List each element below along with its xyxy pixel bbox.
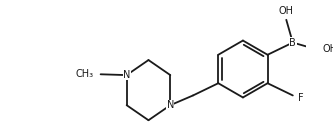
- Text: B: B: [289, 38, 296, 48]
- Text: OH: OH: [322, 44, 333, 54]
- Text: F: F: [298, 93, 303, 103]
- Text: N: N: [166, 100, 174, 110]
- Text: CH₃: CH₃: [76, 69, 94, 79]
- Text: OH: OH: [279, 6, 294, 16]
- Text: N: N: [123, 70, 130, 80]
